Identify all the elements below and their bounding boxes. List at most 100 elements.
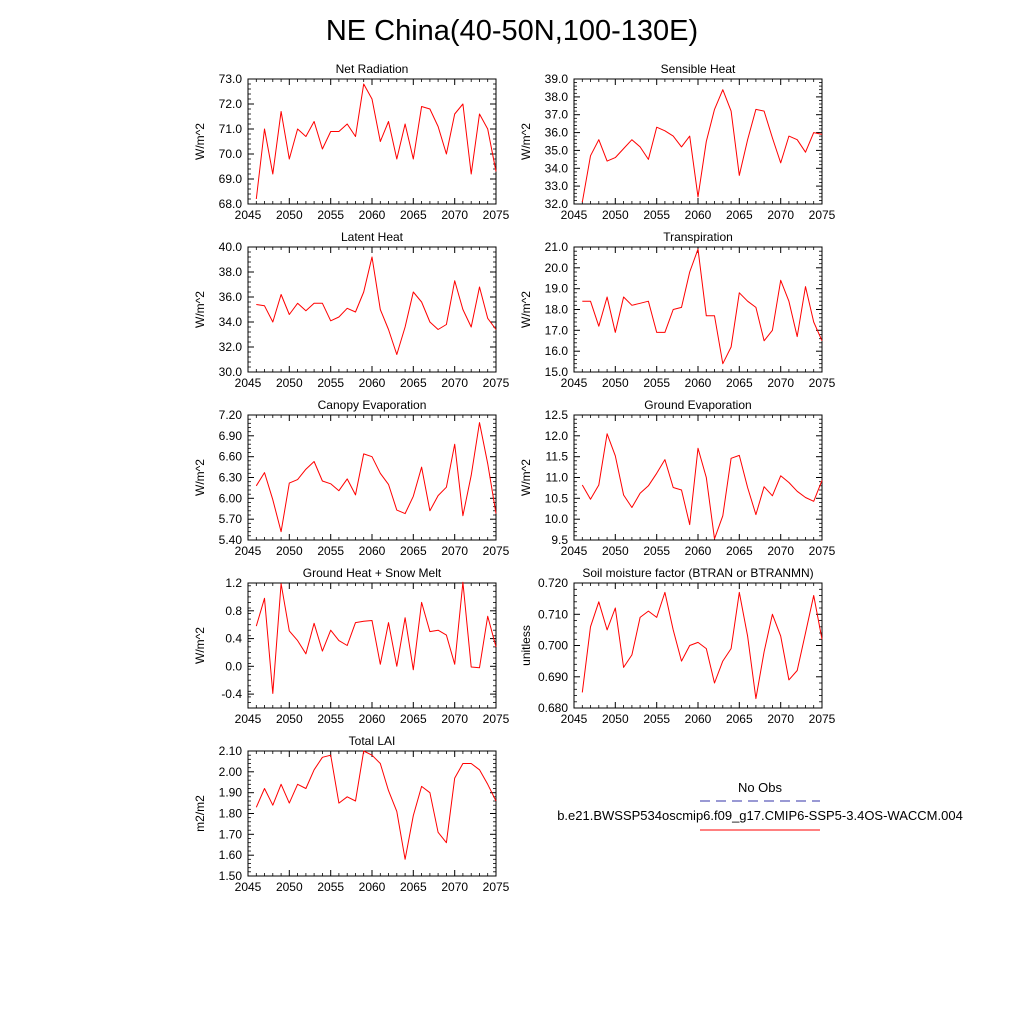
y-tick-label: 70.0	[219, 147, 243, 161]
y-axis-label: W/m^2	[193, 627, 207, 664]
y-tick-label: 30.0	[219, 365, 243, 379]
panel-title: Canopy Evaporation	[318, 398, 427, 412]
plot-frame	[573, 414, 823, 541]
x-tick-label: 2075	[483, 376, 510, 390]
x-tick-label: 2075	[483, 880, 510, 894]
x-tick-label: 2070	[767, 208, 794, 222]
y-tick-label: 12.5	[545, 408, 569, 422]
y-tick-label: 16.0	[545, 344, 569, 358]
x-tick-label: 2055	[317, 544, 344, 558]
x-tick-label: 2070	[441, 880, 468, 894]
x-tick-label: 2075	[809, 208, 836, 222]
x-tick-label: 2045	[235, 712, 262, 726]
panel-4: 2045 2050 2055 2060 2065 2070 2075 15.0 16.0 17.0…	[519, 230, 836, 390]
y-tick-label: 6.60	[219, 450, 243, 464]
panel-title: Net Radiation	[336, 62, 409, 76]
x-tick-label: 2065	[400, 376, 427, 390]
y-tick-label: 11.0	[546, 471, 569, 485]
y-tick-label: 0.700	[538, 639, 568, 653]
y-tick-label: 1.80	[219, 807, 243, 821]
x-tick-label: 2050	[276, 880, 303, 894]
x-tick-label: 2075	[483, 712, 510, 726]
y-tick-label: 2.10	[219, 744, 243, 758]
x-tick-label: 2065	[726, 544, 753, 558]
y-tick-label: 72.0	[219, 97, 243, 111]
x-tick-label: 2060	[359, 712, 386, 726]
y-tick-label: 21.0	[545, 240, 569, 254]
plot-frame	[573, 78, 823, 205]
x-tick-label: 2045	[561, 376, 588, 390]
x-tick-label: 2070	[441, 208, 468, 222]
panel-9: 2045 2050 2055 2060 2065 2070 2075 1.50 1.60 1.70…	[193, 734, 510, 894]
x-tick-label: 2050	[276, 712, 303, 726]
panel-1: 2045 2050 2055 2060 2065 2070 2075 68.0 69.0 70.0…	[193, 62, 510, 222]
x-tick-label: 2065	[726, 208, 753, 222]
panel-title: Transpiration	[663, 230, 733, 244]
y-tick-label: 68.0	[219, 197, 243, 211]
x-tick-label: 2045	[235, 544, 262, 558]
y-tick-label: 1.2	[225, 576, 242, 590]
y-tick-label: 34.0	[219, 315, 243, 329]
y-tick-label: 39.0	[545, 72, 569, 86]
y-tick-label: 35.0	[545, 143, 569, 157]
x-tick-label: 2045	[561, 544, 588, 558]
y-tick-label: 18.0	[545, 303, 569, 317]
legend: No Obs b.e21.BWSSP534oscmip6.f09_g17.CMI…	[557, 780, 963, 831]
y-tick-label: 32.0	[219, 340, 243, 354]
y-tick-label: 10.0	[545, 512, 569, 526]
y-tick-label: 5.40	[219, 533, 243, 547]
x-tick-label: 2065	[400, 544, 427, 558]
x-tick-label: 2070	[441, 376, 468, 390]
y-tick-label: 38.0	[545, 90, 569, 104]
x-tick-label: 2065	[400, 712, 427, 726]
x-tick-label: 2050	[276, 544, 303, 558]
y-tick-label: 1.60	[219, 848, 243, 862]
x-tick-label: 2065	[400, 880, 427, 894]
x-tick-label: 2060	[685, 208, 712, 222]
x-tick-label: 2055	[643, 376, 670, 390]
x-tick-label: 2045	[235, 376, 262, 390]
x-tick-label: 2050	[602, 544, 629, 558]
y-axis-label: W/m^2	[193, 291, 207, 328]
panel-6: 2045 2050 2055 2060 2065 2070 2075 9.5 10.0 10.5 1…	[519, 398, 836, 558]
panel-3: 2045 2050 2055 2060 2065 2070 2075 30.0 32.0 34.0…	[193, 230, 510, 390]
legend-model-label: b.e21.BWSSP534oscmip6.f09_g17.CMIP6-SSP5…	[557, 808, 963, 823]
series-line	[582, 248, 823, 365]
y-tick-label: 6.90	[219, 429, 243, 443]
panels: 2045 2050 2055 2060 2065 2070 2075 68.0 69.0 70.0…	[193, 62, 836, 894]
panel-7: 2045 2050 2055 2060 2065 2070 2075 -0.4 0.0 0.4 0.…	[193, 566, 510, 726]
panel-8: 2045 2050 2055 2060 2065 2070 2075 0.680 0.690 0.…	[519, 566, 836, 726]
x-tick-label: 2055	[643, 544, 670, 558]
x-tick-label: 2055	[643, 712, 670, 726]
y-tick-label: 12.0	[545, 429, 569, 443]
x-tick-label: 2060	[359, 376, 386, 390]
x-tick-label: 2065	[726, 712, 753, 726]
plot-frame	[573, 582, 823, 709]
x-tick-label: 2045	[561, 712, 588, 726]
series-line	[581, 89, 823, 203]
y-tick-label: 5.70	[219, 512, 243, 526]
panel-title: Ground Heat + Snow Melt	[303, 566, 442, 580]
y-tick-label: 40.0	[219, 240, 243, 254]
x-tick-label: 2050	[276, 376, 303, 390]
y-tick-label: 10.5	[545, 491, 569, 505]
x-tick-label: 2060	[359, 880, 386, 894]
series-line	[255, 750, 497, 860]
panel-5: 2045 2050 2055 2060 2065 2070 2075 5.40 5.70 6.00…	[193, 398, 510, 558]
x-tick-label: 2055	[317, 376, 344, 390]
y-tick-label: 0.720	[538, 576, 568, 590]
y-tick-label: 0.690	[538, 670, 568, 684]
y-axis-label: W/m^2	[519, 459, 533, 496]
y-tick-label: 9.5	[551, 533, 568, 547]
y-tick-label: 1.50	[219, 869, 243, 883]
x-tick-label: 2055	[643, 208, 670, 222]
y-tick-label: 73.0	[219, 72, 243, 86]
plot-frame	[573, 246, 823, 373]
y-tick-label: 0.680	[538, 701, 568, 715]
x-tick-label: 2075	[483, 208, 510, 222]
plot-frame	[247, 414, 497, 541]
panel-title: Ground Evaporation	[644, 398, 751, 412]
series-line	[581, 591, 823, 700]
